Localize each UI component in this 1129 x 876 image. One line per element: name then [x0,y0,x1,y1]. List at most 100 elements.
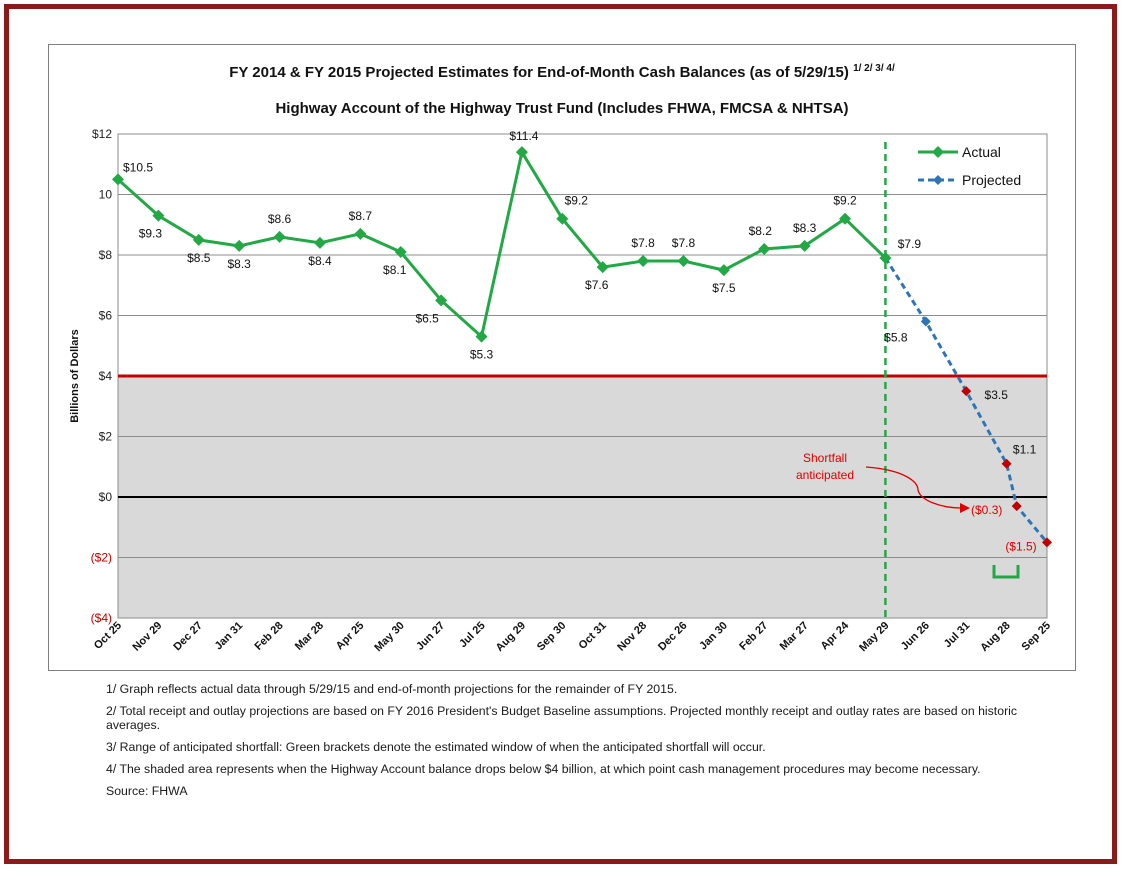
x-tick-label: Mar 27 [778,620,811,653]
y-tick-label: $6 [99,309,113,323]
y-axis-title: Billions of Dollars [69,329,81,423]
projected-data-label: $1.1 [1013,443,1037,457]
legend-projected-label: Projected [962,172,1021,188]
actual-data-label: $5.3 [470,348,494,362]
projected-data-label: ($1.5) [1005,539,1036,553]
x-tick-label: Dec 27 [171,620,205,654]
actual-point [233,239,246,252]
x-tick-label: Sep 25 [1020,620,1054,654]
x-tick-label: Nov 29 [131,620,165,654]
actual-data-label: $8.4 [308,254,332,268]
title-footnote-marks: 1/ 2/ 3/ 4/ [853,63,895,74]
actual-data-label: $11.4 [509,129,538,143]
legend-actual-marker [932,146,944,158]
x-tick-label: Feb 27 [737,620,770,653]
actual-data-label: $7.6 [585,278,609,292]
projected-point [1042,537,1052,548]
actual-series-line [116,148,887,340]
actual-point [677,255,690,268]
actual-point [758,242,771,255]
y-tick-label: $2 [99,430,113,444]
actual-point [839,212,852,225]
actual-data-label: $8.3 [227,257,251,271]
y-tick-label: $8 [99,248,113,262]
x-tick-label: Apr 25 [334,620,367,653]
y-tick-label: $0 [99,490,113,504]
actual-data-label: $9.2 [565,194,589,208]
x-tick-label: Nov 28 [615,620,649,654]
projected-point [920,316,931,327]
actual-point [515,146,528,159]
footnotes: 1/ Graph reflects actual data through 5/… [106,682,1046,806]
footnote-1: 1/ Graph reflects actual data through 5/… [106,682,678,696]
x-tick-label: Jun 26 [899,620,932,653]
shortfall-arrow [865,466,963,509]
x-tick-label: Dec 26 [656,620,690,654]
x-tick-label: Jul 25 [457,620,488,651]
actual-point [596,261,609,274]
actual-data-label: $7.9 [898,237,922,251]
projected-data-label: $5.8 [884,331,908,345]
projected-point [961,386,972,397]
footnote-2: 2/ Total receipt and outlay projections … [106,704,1018,732]
actual-point [313,236,326,249]
projected-data-label: ($0.3) [971,503,1002,517]
actual-data-label: $9.3 [139,227,163,241]
legend-actual-label: Actual [962,144,1001,160]
x-tick-label: Jan 31 [213,620,246,653]
actual-point [192,233,205,246]
projected-point [1011,501,1022,512]
actual-point [112,173,124,186]
x-tick-label: Jul 31 [942,620,973,651]
x-tick-label: Sep 30 [535,620,569,654]
shortfall-annotation-line1: Shortfall [803,451,847,465]
projected-point [1001,458,1012,469]
actual-data-label: $8.2 [749,224,773,238]
actual-point [394,245,407,258]
x-tick-label: Aug 29 [494,620,528,654]
chart-title: FY 2014 & FY 2015 Projected Estimates fo… [49,63,1075,81]
x-tick-label: Feb 28 [253,620,286,653]
actual-data-label: $7.5 [712,281,736,295]
actual-data-label: $6.5 [415,311,439,325]
legend-projected-marker [933,175,943,185]
actual-point [556,212,569,225]
x-tick-label: Jan 30 [697,620,730,653]
shortfall-window-bracket [992,565,1020,579]
footnote-3: 3/ Range of anticipated shortfall: Green… [106,740,766,754]
actual-point [637,255,650,268]
chart-title-text: FY 2014 & FY 2015 Projected Estimates fo… [229,64,849,81]
actual-point [152,209,165,222]
actual-data-label: $7.8 [631,236,655,250]
projected-data-label: $3.5 [985,388,1009,402]
actual-point [798,239,811,252]
shortfall-arrowhead [960,503,970,513]
actual-data-label: $8.3 [793,221,817,235]
actual-data-label: $7.8 [672,236,696,250]
x-tick-label: Oct 31 [577,620,609,652]
actual-data-label: $8.7 [349,209,373,223]
y-tick-label: $4 [99,369,113,383]
y-tick-label: 10 [99,188,113,202]
actual-data-label: $9.2 [833,194,857,208]
x-tick-label: Mar 28 [293,620,326,653]
actual-point [273,230,286,243]
x-tick-label: Aug 28 [978,620,1012,654]
source-note: Source: FHWA [106,784,188,798]
actual-point [717,264,730,277]
footnote-4: 4/ The shaded area represents when the H… [106,762,981,776]
chart-subtitle: Highway Account of the Highway Trust Fun… [275,100,849,117]
y-tick-label: $12 [92,127,112,141]
actual-data-label: $8.1 [383,263,407,277]
actual-data-label: $10.5 [123,160,153,174]
shortfall-annotation-line2: anticipated [796,468,854,482]
actual-point [475,330,488,343]
projected-series-line [884,257,1049,544]
x-tick-label: May 30 [372,620,406,654]
x-tick-label: Jun 27 [414,620,447,653]
y-tick-label: ($4) [91,611,112,625]
actual-data-label: $8.5 [187,251,211,265]
actual-point [435,294,448,307]
actual-point [354,227,367,240]
